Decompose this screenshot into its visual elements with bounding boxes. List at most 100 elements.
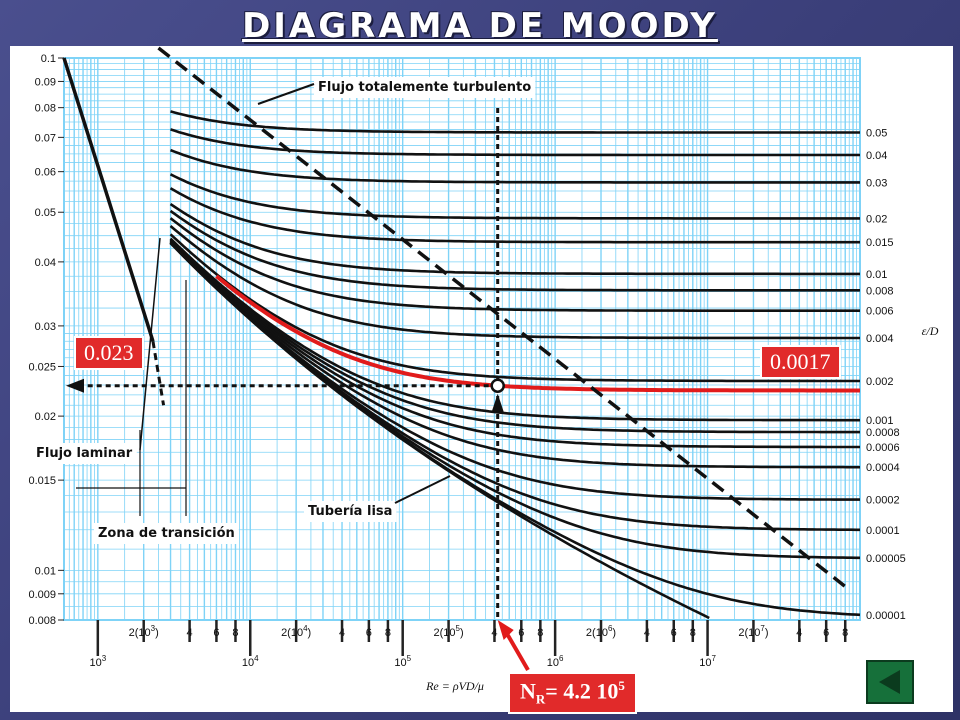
y-tick-label: 0.025 bbox=[28, 361, 56, 373]
y-tick-label: 0.07 bbox=[35, 132, 56, 144]
labels-layer: 0.10.090.080.070.060.050.040.030.0250.02… bbox=[28, 53, 938, 693]
x-axis-label: Re = ρVD/μ bbox=[425, 679, 484, 693]
annotations-layer: Flujo totalemente turbulento Flujo lamina… bbox=[32, 77, 536, 672]
x-minor-label: 4 bbox=[644, 627, 650, 639]
roughness-label: 0.002 bbox=[866, 376, 894, 388]
x-major-label: 106 bbox=[547, 654, 564, 669]
roughness-label: 0.0006 bbox=[866, 442, 900, 454]
highlight-curve bbox=[215, 274, 860, 393]
roughness-curve bbox=[170, 110, 860, 134]
transition-annotation: Zona de transición bbox=[98, 526, 235, 541]
x-minor-label: 8 bbox=[537, 627, 543, 639]
roughness-curve bbox=[169, 238, 860, 434]
roughness-curve bbox=[170, 148, 860, 184]
smooth-pipe-annotation-box bbox=[304, 501, 397, 522]
y-tick-label: 0.08 bbox=[35, 103, 56, 115]
y-tick-label: 0.1 bbox=[41, 53, 56, 65]
reynolds-sub: R bbox=[535, 691, 546, 707]
x-minor-label: 6 bbox=[823, 627, 829, 639]
y-tick-label: 0.02 bbox=[35, 411, 56, 423]
y-tick-label: 0.009 bbox=[28, 589, 56, 601]
x-major-label: 104 bbox=[242, 654, 259, 669]
laminar-pointer bbox=[139, 237, 161, 451]
x-major-label: 107 bbox=[699, 654, 716, 669]
x-minor-label: 6 bbox=[366, 627, 372, 639]
y-tick-label: 0.01 bbox=[35, 565, 56, 577]
roughness-label: 0.015 bbox=[866, 237, 894, 249]
roughness-label: 0.0004 bbox=[866, 462, 900, 474]
roughness-curve bbox=[169, 225, 860, 340]
roughness-label: 0.006 bbox=[866, 306, 894, 318]
roughness-curve bbox=[169, 240, 860, 469]
roughness-label: 0.05 bbox=[866, 127, 887, 139]
x-minor-label: 2(103) bbox=[129, 624, 159, 639]
callout-arrowhead bbox=[497, 620, 514, 640]
x-major-label: 103 bbox=[89, 654, 106, 669]
x-minor-label: 2(105) bbox=[434, 624, 464, 639]
y-tick-label: 0.05 bbox=[35, 207, 56, 219]
x-minor-label: 2(106) bbox=[586, 624, 616, 639]
roughness-label: 0.004 bbox=[866, 333, 894, 345]
nav-back-button[interactable] bbox=[866, 660, 914, 704]
x-minor-label: 6 bbox=[671, 627, 677, 639]
roughness-curve bbox=[169, 239, 860, 449]
reynolds-prefix: N bbox=[520, 678, 536, 704]
roughness-curve bbox=[169, 203, 860, 276]
y-tick-label: 0.015 bbox=[28, 475, 56, 487]
roughness-curve bbox=[170, 128, 860, 157]
x-minor-label: 8 bbox=[842, 627, 848, 639]
laminar-annotation-box bbox=[32, 443, 137, 464]
roughness-label: 0.0002 bbox=[866, 495, 900, 507]
roughness-curve bbox=[169, 209, 860, 292]
roughness-curve bbox=[169, 237, 860, 422]
roughness-curve bbox=[169, 217, 860, 312]
right-axis-label: ε/D bbox=[922, 324, 939, 338]
turbulent-boundary bbox=[157, 46, 847, 588]
laminar-dashed bbox=[151, 341, 166, 406]
grid-layer bbox=[63, 57, 861, 621]
smooth-pipe-pointer bbox=[394, 475, 451, 504]
reading-point bbox=[490, 378, 505, 393]
roughness-callout: 0.0017 bbox=[760, 345, 841, 379]
laminar-annotation: Flujo laminar bbox=[36, 446, 133, 461]
reynolds-arrowhead bbox=[491, 393, 504, 412]
roughness-curve bbox=[169, 173, 860, 220]
roughness-label: 0.00005 bbox=[866, 553, 906, 565]
y-tick-label: 0.06 bbox=[35, 167, 56, 179]
slide-title: DIAGRAMA DE MOODY bbox=[242, 6, 718, 46]
x-minor-label: 4 bbox=[339, 627, 345, 639]
roughness-label: 0.008 bbox=[866, 285, 894, 297]
roughness-curve bbox=[169, 233, 860, 383]
chart-background bbox=[10, 46, 953, 712]
reynolds-main: = 4.2 10 bbox=[545, 678, 619, 704]
y-tick-label: 0.03 bbox=[35, 321, 56, 333]
roughness-label: 0.02 bbox=[866, 213, 887, 225]
x-minor-label: 4 bbox=[796, 627, 802, 639]
roughness-curve bbox=[169, 187, 860, 244]
y-tick-label: 0.04 bbox=[35, 257, 56, 269]
x-minor-label: 8 bbox=[232, 627, 238, 639]
back-arrow-icon bbox=[879, 670, 900, 694]
x-minor-label: 6 bbox=[518, 627, 524, 639]
friction-arrowhead bbox=[66, 378, 84, 393]
x-major-label: 105 bbox=[394, 654, 411, 669]
reynolds-exponent: 5 bbox=[618, 678, 625, 693]
y-tick-label: 0.008 bbox=[28, 615, 56, 627]
x-minor-label: 8 bbox=[690, 627, 696, 639]
transition-annotation-box bbox=[94, 523, 239, 544]
x-minor-label: 2(104) bbox=[281, 624, 311, 639]
x-minor-label: 2(107) bbox=[738, 624, 768, 639]
x-minor-label: 6 bbox=[213, 627, 219, 639]
roughness-label: 0.01 bbox=[866, 269, 887, 281]
x-minor-label: 4 bbox=[187, 627, 193, 639]
roughness-label: 0.03 bbox=[866, 177, 887, 189]
y-tick-label: 0.09 bbox=[35, 76, 56, 88]
turbulent-pointer bbox=[257, 83, 315, 105]
smooth-pipe-annotation: Tubería lisa bbox=[308, 504, 392, 519]
smooth-pipe-curve bbox=[169, 242, 710, 620]
curves-layer bbox=[62, 46, 861, 620]
x-minor-label: 8 bbox=[385, 627, 391, 639]
turbulent-annotation-box bbox=[314, 77, 536, 98]
